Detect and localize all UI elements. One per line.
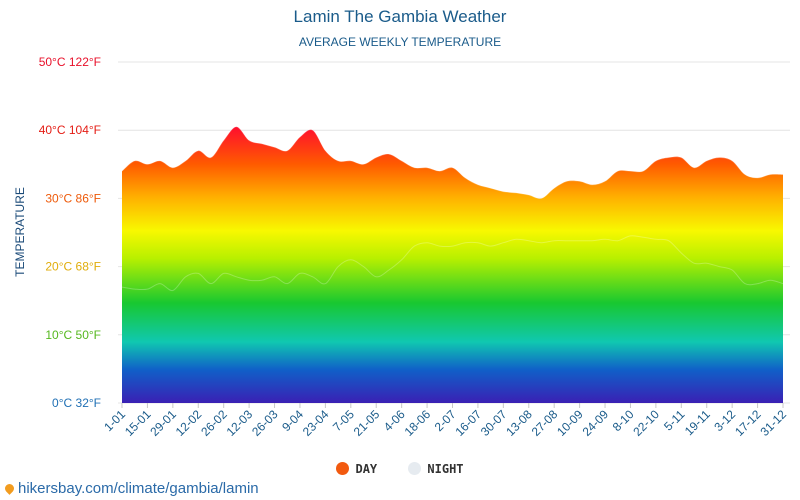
- x-tick-label: 12-03: [224, 407, 256, 439]
- x-tick-label: 23-04: [300, 407, 332, 439]
- legend-night-dot-icon: [408, 462, 422, 475]
- y-tick-label: 20°C 68°F: [45, 260, 101, 274]
- x-tick-label: 29-01: [147, 407, 179, 439]
- legend-day-dot-icon: [336, 462, 350, 475]
- y-tick-label: 10°C 50°F: [45, 328, 101, 342]
- x-axis-ticks: 1-0115-0129-0112-0226-0212-0326-039-0423…: [101, 403, 789, 439]
- x-tick-label: 31-12: [758, 407, 790, 439]
- x-tick-label: 18-06: [402, 407, 434, 439]
- x-tick-label: 19-11: [682, 407, 713, 438]
- y-tick-label: 50°C 122°F: [39, 55, 101, 69]
- y-tick-label: 40°C 104°F: [39, 123, 101, 137]
- source-link-text: hikersbay.com/climate/gambia/lamin: [18, 480, 259, 497]
- location-pin-icon: [3, 482, 16, 495]
- y-axis-ticks: 0°C 32°F 10°C 50°F 20°C 68°F 30°C 86°F 40°C …: [39, 55, 101, 410]
- x-tick-label: 22-10: [630, 407, 662, 439]
- x-tick-label: 16-07: [452, 407, 484, 439]
- plot-area: [121, 126, 784, 404]
- legend-night-label: NIGHT: [427, 462, 464, 476]
- x-tick-label: 24-09: [580, 407, 612, 439]
- legend-item-day[interactable]: DAY: [336, 462, 377, 476]
- x-tick-label: 12-02: [173, 407, 205, 439]
- x-tick-label: 15-01: [122, 407, 154, 439]
- y-tick-label: 30°C 86°F: [45, 191, 101, 205]
- x-tick-label: 21-05: [351, 407, 383, 439]
- day-series-line: [121, 126, 784, 200]
- x-tick-label: 30-07: [478, 407, 510, 439]
- legend-day-label: DAY: [355, 462, 378, 476]
- night-area: [122, 235, 783, 403]
- x-tick-label: 26-02: [198, 407, 230, 439]
- x-tick-label: 17-12: [732, 407, 764, 439]
- chart-title: Lamin The Gambia Weather: [293, 7, 507, 26]
- source-link[interactable]: hikersbay.com/climate/gambia/lamin: [2, 480, 259, 497]
- x-tick-label: 27-08: [529, 407, 561, 439]
- legend-item-night[interactable]: NIGHT: [408, 462, 464, 476]
- x-tick-label: 26-03: [249, 407, 281, 439]
- y-tick-label: 0°C 32°F: [52, 396, 101, 410]
- x-tick-label: 13-08: [503, 407, 535, 439]
- x-tick-label: 10-09: [554, 407, 586, 439]
- legend: DAY NIGHT: [0, 462, 800, 476]
- y-axis-label: TEMPERATURE: [13, 187, 27, 277]
- chart-subtitle: AVERAGE WEEKLY TEMPERATURE: [298, 35, 502, 49]
- night-series-line: [121, 235, 784, 292]
